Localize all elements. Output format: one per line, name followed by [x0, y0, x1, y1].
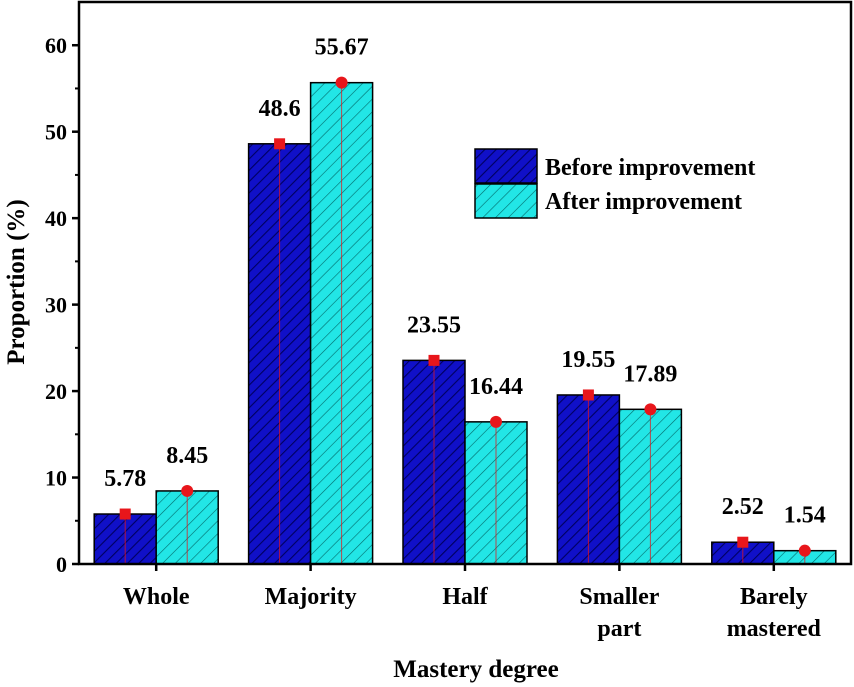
data-label-after: 17.89: [623, 361, 677, 387]
y-axis: 0 10 20 30 40 50 60: [45, 33, 79, 577]
y-tick-label: 0: [56, 552, 67, 577]
y-tick-label: 20: [45, 379, 67, 404]
x-category-label: Smaller: [579, 584, 659, 610]
data-label-before: 19.55: [561, 347, 615, 373]
markers: [119, 76, 811, 564]
x-axis: Whole Majority Half Smaller part Barely master…: [123, 564, 822, 642]
legend-label-before: Before improvement: [545, 155, 755, 181]
y-tick-label: 60: [45, 33, 67, 58]
x-category-label: Majority: [265, 584, 357, 610]
data-label-after: 1.54: [784, 503, 826, 529]
data-label-before: 5.78: [104, 466, 146, 492]
x-category-label: Barely: [740, 584, 808, 610]
y-tick-label: 10: [45, 466, 67, 491]
marker-square: [582, 389, 594, 401]
x-category-label: Half: [442, 584, 488, 610]
marker-circle: [644, 403, 657, 416]
data-label-before: 48.6: [259, 96, 301, 122]
y-tick-label: 30: [45, 293, 67, 318]
marker-circle: [490, 415, 502, 428]
x-category-label: part: [597, 616, 641, 642]
marker-circle: [335, 76, 348, 89]
legend-label-after: After improvement: [545, 189, 742, 215]
data-label-before: 23.55: [407, 312, 461, 338]
x-axis-title: Mastery degree: [393, 656, 558, 683]
marker-square: [737, 536, 749, 548]
marker-square: [274, 138, 286, 150]
data-labels: 5.78 8.45 48.6 55.67 23.55 16.44 19.55 17.89 2.5…: [104, 35, 826, 529]
marker-circle: [181, 484, 194, 497]
x-category-label: Whole: [123, 584, 190, 610]
data-label-after: 8.45: [166, 443, 208, 469]
marker-circle: [798, 544, 811, 557]
legend-swatch-before: [474, 148, 538, 184]
x-category-label: mastered: [727, 616, 822, 642]
data-label-before: 2.52: [722, 494, 764, 520]
data-label-after: 55.67: [315, 35, 369, 61]
y-axis-title: Proportion (%): [3, 199, 30, 365]
data-label-after: 16.44: [469, 374, 523, 400]
marker-square: [119, 508, 131, 520]
legend-swatch-after: [474, 183, 538, 219]
legend: Before improvement After improvement: [474, 148, 755, 219]
y-tick-label: 40: [45, 206, 67, 231]
marker-square: [428, 354, 440, 366]
y-tick-label: 50: [45, 120, 67, 145]
